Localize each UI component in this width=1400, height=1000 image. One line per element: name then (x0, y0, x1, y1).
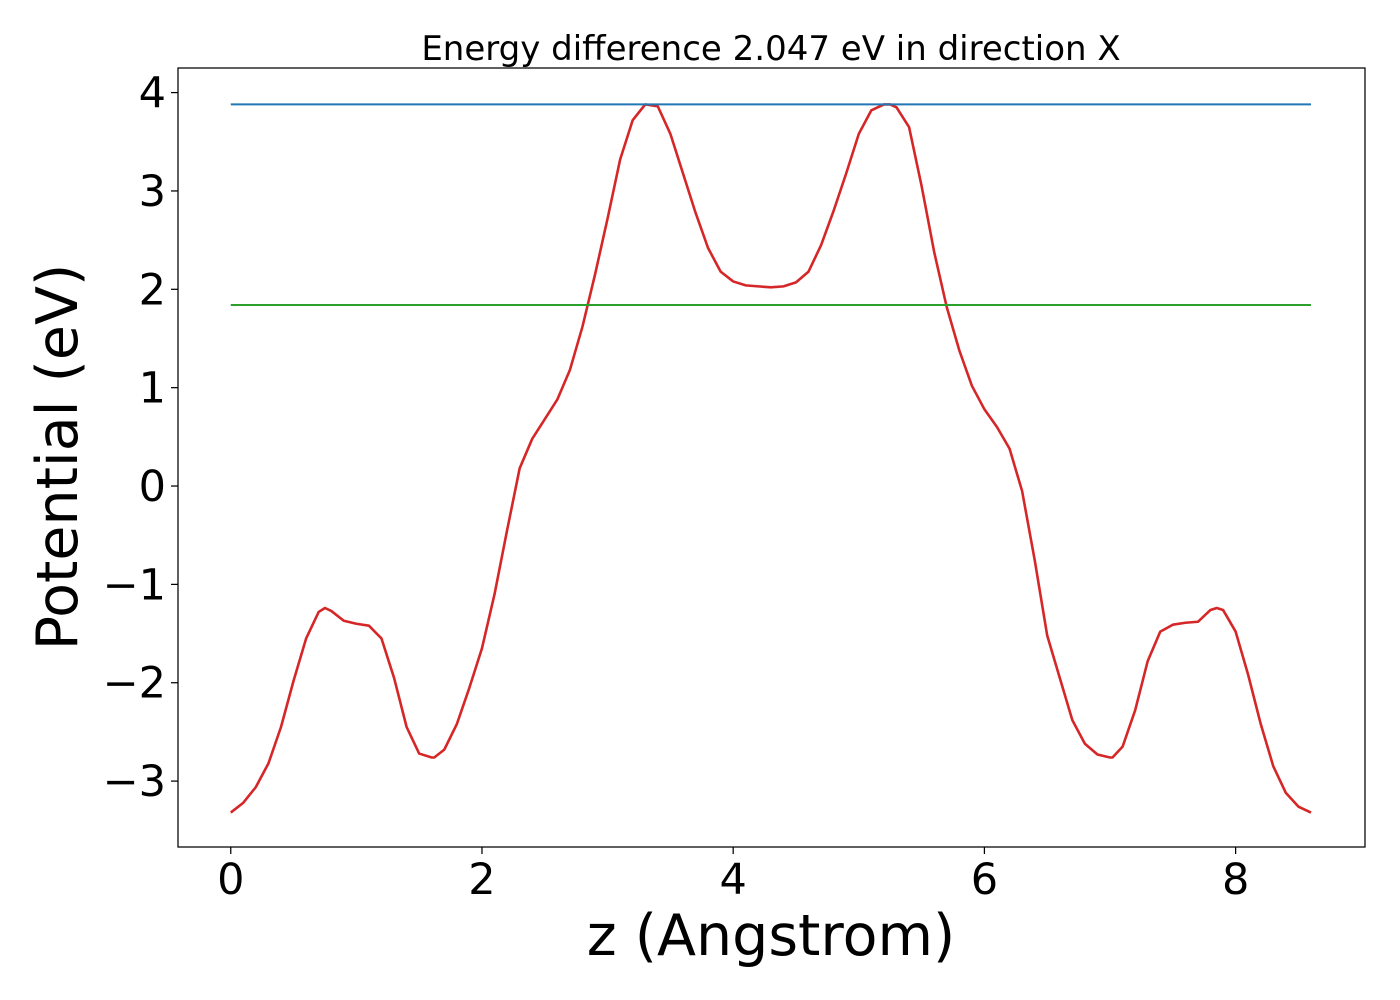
x-tick-label: 0 (217, 855, 244, 905)
series-layer (229, 103, 1312, 814)
x-tick-label: 2 (468, 855, 495, 905)
chart-title: Energy difference 2.047 eV in direction … (421, 29, 1120, 69)
y-tick-label: 4 (139, 69, 166, 119)
plot-area (178, 68, 1365, 847)
y-tick-label: 3 (139, 167, 166, 217)
x-tick-label: 4 (720, 855, 747, 905)
y-tick-label: −2 (103, 659, 166, 709)
x-tick-label: 6 (971, 855, 998, 905)
y-axis-label: Potential (eV) (25, 264, 91, 650)
x-axis-label: z (Angstrom) (587, 903, 955, 969)
x-tick-label: 8 (1222, 855, 1249, 905)
series-line-0 (229, 103, 1312, 814)
x-axis: 0 2 4 6 8 (217, 847, 1249, 905)
y-tick-label: 1 (139, 364, 166, 414)
y-axis: −3 −2 −1 0 1 2 3 4 (103, 69, 178, 807)
y-tick-label: −3 (103, 757, 166, 807)
plot-frame (177, 67, 1366, 848)
y-tick-label: 0 (139, 462, 166, 512)
y-tick-label: −1 (103, 560, 166, 610)
y-tick-label: 2 (139, 265, 166, 315)
